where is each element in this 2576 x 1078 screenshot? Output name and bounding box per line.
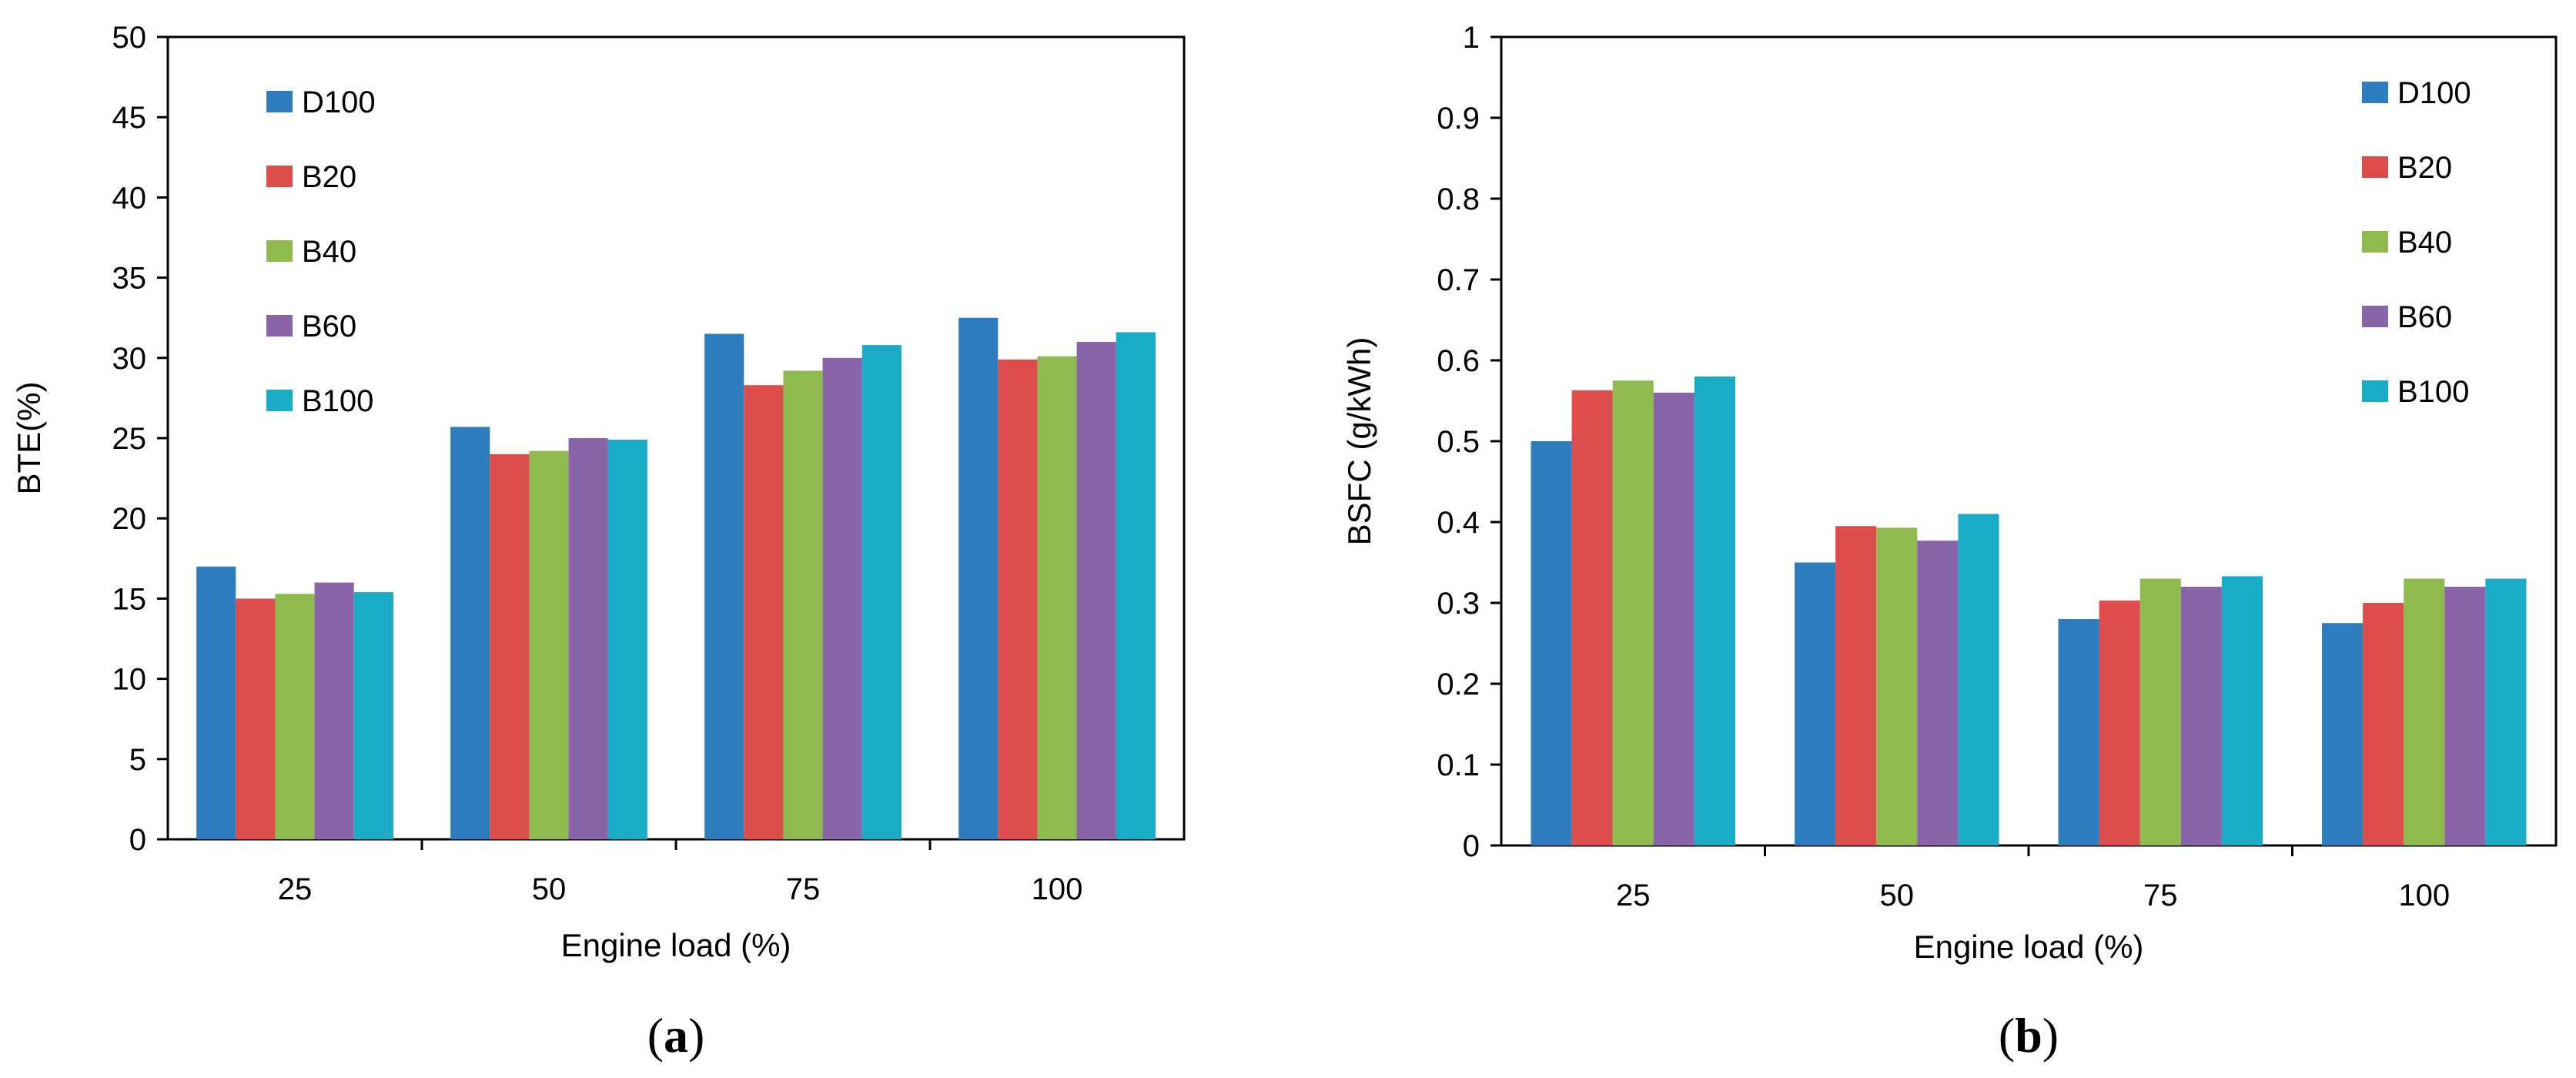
chart-a-bar-d100-50 — [450, 427, 490, 839]
chart-a-bar-b20-50 — [490, 454, 530, 839]
chart-a-legend-label-d100: D100 — [302, 85, 376, 119]
chart-b-legend-label-b40: B40 — [2397, 226, 2452, 259]
chart-b-bar-b40-100 — [2404, 578, 2445, 845]
chart-b-bar-b20-50 — [1835, 526, 1877, 845]
chart-b-bar-d100-50 — [1795, 562, 1836, 845]
chart-a-y-tick-label: 15 — [112, 582, 147, 616]
chart-a-x-axis-title: Engine load (%) — [561, 927, 791, 963]
chart-a-x-tick-label: 50 — [532, 872, 567, 906]
chart-b-x-tick-label: 100 — [2398, 879, 2450, 912]
chart-b-bar-b20-25 — [1571, 390, 1613, 846]
chart-a-y-tick-label: 20 — [112, 502, 147, 536]
chart-a-y-axis-title: BTE(%) — [11, 382, 47, 495]
chart-b-legend-swatch-b60 — [2362, 306, 2388, 327]
chart-a-bar-d100-25 — [196, 566, 236, 839]
chart-a-y-tick-label: 45 — [112, 101, 147, 135]
chart-a-bar-b20-75 — [744, 385, 784, 839]
chart-a-bar-b60-50 — [568, 438, 608, 839]
chart-a-bar-b20-100 — [998, 359, 1038, 839]
chart-b-y-tick-label: 0.7 — [1437, 263, 1480, 297]
chart-a-bte: 0 5 10 15 20 25 30 35 40 45 50 25 50 75 100 D100 B20 B40 B… — [11, 21, 1186, 1063]
chart-a-bar-b40-100 — [1037, 356, 1077, 839]
chart-a-panel-label: (a) — [647, 1008, 705, 1063]
chart-a-x-tick-label: 25 — [278, 872, 313, 906]
chart-a-x-tick-label: 100 — [1032, 872, 1083, 906]
chart-b-bar-b60-25 — [1653, 393, 1694, 845]
chart-b-y-tick-label: 0 — [1463, 829, 1480, 863]
chart-b-bar-b100-50 — [1958, 514, 1999, 845]
chart-b-y-tick-label: 0.2 — [1437, 668, 1480, 701]
chart-a-legend-label-b20: B20 — [302, 160, 356, 194]
chart-b-bar-b20-100 — [2363, 603, 2404, 845]
chart-b-y-tick-label: 0.1 — [1437, 748, 1480, 782]
chart-a-legend-label-b100: B100 — [302, 384, 373, 418]
chart-b-y-tick-label: 0.4 — [1437, 506, 1480, 540]
chart-b-y-tick-label: 0.5 — [1437, 425, 1480, 459]
chart-b-legend-swatch-b20 — [2362, 156, 2388, 178]
chart-b-bar-b60-100 — [2444, 587, 2486, 845]
chart-b-legend-label-b20: B20 — [2397, 151, 2452, 185]
chart-b-bar-d100-100 — [2322, 623, 2364, 845]
chart-b-y-tick-label: 0.8 — [1437, 182, 1480, 216]
chart-b-bar-b40-75 — [2139, 578, 2181, 845]
chart-b-bar-b60-50 — [1917, 541, 1959, 845]
chart-b-bsfc: 0 0.1 0.2 0.3 0.4 0.5 0.6 0.7 0.8 0.9 1 25 50 75 100 D1… — [1341, 21, 2558, 1063]
chart-a-bar-b40-25 — [275, 594, 315, 839]
chart-a-bar-b100-25 — [353, 592, 393, 839]
chart-a-bar-b40-50 — [529, 450, 569, 839]
chart-a-legend-label-b60: B60 — [302, 310, 356, 343]
chart-b-bar-b40-25 — [1612, 380, 1654, 845]
chart-b-y-axis-title: BSFC (g/kWh) — [1341, 337, 1377, 546]
chart-a-bar-b60-75 — [822, 357, 862, 839]
chart-b-legend-swatch-d100 — [2362, 82, 2388, 103]
chart-b-legend-swatch-b100 — [2362, 380, 2388, 402]
chart-a-bar-b100-75 — [861, 345, 902, 839]
chart-a-bar-b100-50 — [607, 440, 647, 839]
chart-a-legend-swatch-b20 — [266, 166, 293, 187]
chart-a-legend-label-b40: B40 — [302, 235, 356, 269]
chart-a-y-tick-label: 5 — [129, 743, 146, 777]
chart-b-panel-label: (b) — [1999, 1008, 2059, 1063]
chart-a-bar-b40-75 — [783, 370, 823, 839]
chart-b-bar-d100-25 — [1531, 441, 1572, 845]
chart-a-y-tick-label: 10 — [112, 663, 147, 697]
chart-b-y-tick-label: 1 — [1463, 21, 1480, 55]
chart-a-bar-b100-100 — [1116, 332, 1156, 839]
chart-a-legend-swatch-b100 — [266, 390, 293, 411]
chart-b-bar-d100-75 — [2058, 619, 2099, 845]
chart-a-bar-d100-75 — [704, 333, 744, 839]
chart-a-bar-b20-25 — [236, 598, 276, 839]
chart-a-y-tick-label: 30 — [112, 342, 147, 376]
chart-a-y-tick-label: 35 — [112, 262, 147, 296]
chart-b-bar-b40-50 — [1876, 527, 1918, 845]
chart-a-y-tick-label: 50 — [112, 21, 147, 55]
chart-b-legend-swatch-b40 — [2362, 231, 2388, 253]
chart-b-bar-b100-25 — [1694, 377, 1735, 845]
chart-b-x-tick-label: 25 — [1616, 879, 1651, 912]
chart-a-y-tick-label: 40 — [112, 181, 147, 215]
chart-b-y-tick-label: 0.9 — [1437, 102, 1480, 136]
chart-a-y-tick-label: 25 — [112, 422, 147, 456]
chart-b-y-tick-label: 0.3 — [1437, 587, 1480, 621]
chart-b-y-tick-label: 0.6 — [1437, 344, 1480, 378]
chart-b-legend-label-b100: B100 — [2397, 375, 2469, 409]
chart-a-bar-d100-100 — [958, 317, 999, 839]
chart-b-bar-b20-75 — [2099, 600, 2140, 845]
chart-b-bar-b60-75 — [2180, 587, 2222, 845]
chart-b-bar-b100-100 — [2485, 578, 2527, 845]
chart-b-bar-b100-75 — [2221, 576, 2263, 845]
chart-b-legend-label-d100: D100 — [2397, 76, 2471, 110]
chart-a-legend-swatch-b40 — [266, 240, 293, 262]
chart-a-legend-swatch-d100 — [266, 91, 293, 112]
chart-a-legend-swatch-b60 — [266, 315, 293, 336]
chart-b-legend-label-b60: B60 — [2397, 300, 2452, 334]
chart-a-x-tick-label: 75 — [786, 872, 821, 906]
chart-b-x-axis-title: Engine load (%) — [1914, 929, 2144, 965]
chart-b-x-tick-label: 75 — [2143, 879, 2178, 912]
chart-a-bar-b60-25 — [314, 582, 354, 839]
chart-a-y-tick-label: 0 — [129, 823, 146, 857]
chart-a-bar-b60-100 — [1076, 341, 1116, 840]
chart-b-x-tick-label: 50 — [1880, 879, 1915, 912]
